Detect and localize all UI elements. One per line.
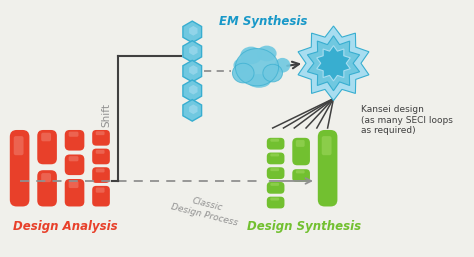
Ellipse shape	[234, 58, 249, 72]
Polygon shape	[189, 104, 198, 114]
FancyBboxPatch shape	[69, 181, 79, 188]
FancyBboxPatch shape	[267, 182, 284, 194]
FancyBboxPatch shape	[270, 183, 279, 186]
FancyBboxPatch shape	[69, 132, 79, 137]
FancyBboxPatch shape	[267, 153, 284, 164]
FancyBboxPatch shape	[322, 136, 331, 155]
FancyBboxPatch shape	[267, 138, 284, 150]
Polygon shape	[189, 85, 198, 95]
Text: EM Synthesis: EM Synthesis	[219, 15, 307, 28]
FancyBboxPatch shape	[14, 136, 24, 155]
Polygon shape	[307, 36, 360, 91]
Text: Classic
Design Process: Classic Design Process	[170, 192, 242, 227]
Polygon shape	[298, 26, 369, 100]
FancyBboxPatch shape	[296, 140, 305, 147]
FancyBboxPatch shape	[292, 138, 310, 165]
Ellipse shape	[232, 63, 254, 83]
FancyBboxPatch shape	[270, 139, 279, 142]
Ellipse shape	[240, 47, 262, 64]
Ellipse shape	[257, 45, 277, 61]
FancyBboxPatch shape	[37, 130, 57, 164]
Polygon shape	[189, 45, 198, 55]
FancyBboxPatch shape	[41, 133, 51, 141]
Ellipse shape	[236, 49, 279, 86]
Polygon shape	[183, 99, 201, 121]
Text: Design Analysis: Design Analysis	[13, 220, 118, 233]
Polygon shape	[183, 21, 201, 43]
FancyBboxPatch shape	[267, 167, 284, 179]
FancyBboxPatch shape	[267, 197, 284, 208]
Text: Shift: Shift	[101, 103, 111, 127]
Polygon shape	[317, 45, 350, 81]
FancyBboxPatch shape	[92, 130, 110, 146]
FancyBboxPatch shape	[65, 130, 84, 151]
Ellipse shape	[247, 74, 271, 88]
FancyBboxPatch shape	[96, 169, 105, 172]
FancyBboxPatch shape	[96, 150, 105, 154]
FancyBboxPatch shape	[270, 168, 279, 171]
FancyBboxPatch shape	[96, 131, 105, 135]
FancyBboxPatch shape	[270, 198, 279, 200]
Polygon shape	[183, 41, 201, 62]
FancyBboxPatch shape	[92, 149, 110, 164]
FancyBboxPatch shape	[10, 130, 29, 206]
Text: Design Synthesis: Design Synthesis	[247, 220, 361, 233]
Polygon shape	[189, 65, 198, 75]
FancyBboxPatch shape	[292, 169, 310, 182]
Text: Kansei design
(as many SECI loops
as required): Kansei design (as many SECI loops as req…	[361, 105, 453, 135]
Ellipse shape	[274, 58, 291, 72]
Polygon shape	[183, 60, 201, 82]
FancyBboxPatch shape	[69, 156, 79, 161]
FancyBboxPatch shape	[296, 170, 305, 173]
FancyBboxPatch shape	[318, 130, 337, 206]
FancyBboxPatch shape	[96, 188, 105, 193]
Polygon shape	[189, 26, 198, 36]
FancyBboxPatch shape	[65, 154, 84, 175]
FancyBboxPatch shape	[65, 179, 84, 206]
FancyBboxPatch shape	[92, 167, 110, 183]
Polygon shape	[183, 80, 201, 102]
FancyBboxPatch shape	[270, 153, 279, 157]
Ellipse shape	[263, 64, 283, 82]
FancyBboxPatch shape	[41, 173, 51, 182]
FancyBboxPatch shape	[37, 170, 57, 206]
FancyBboxPatch shape	[92, 186, 110, 206]
